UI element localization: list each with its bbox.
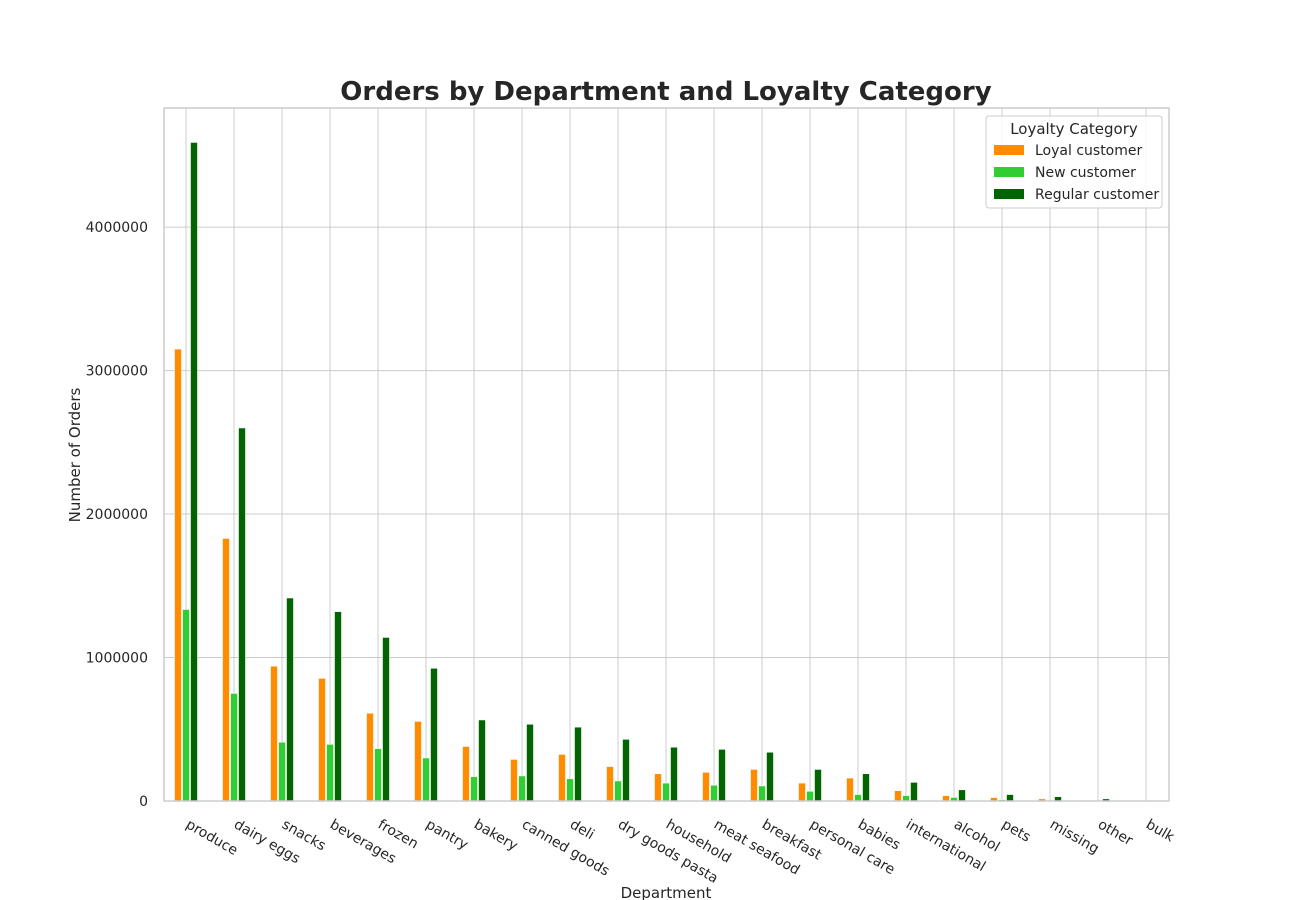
bar-regular-customer — [862, 773, 870, 802]
ticks-layer: 01000000200000030000004000000producedair… — [86, 220, 1178, 887]
x-tick-label: missing — [1047, 817, 1102, 858]
bar-new-customer — [518, 775, 526, 802]
bar-regular-customer — [286, 597, 294, 802]
bar-new-customer — [374, 748, 382, 802]
y-tick-label: 0 — [139, 794, 148, 810]
bar-loyal-customer — [366, 712, 374, 802]
chart-title: Orders by Department and Loyalty Categor… — [340, 77, 991, 107]
bar-regular-customer — [814, 769, 822, 802]
bar-regular-customer — [766, 751, 774, 802]
bar-new-customer — [806, 790, 814, 802]
x-tick-label: other — [1095, 817, 1136, 850]
bar-new-customer — [566, 778, 574, 802]
bar-regular-customer — [430, 667, 438, 802]
bar-loyal-customer — [846, 777, 854, 802]
bar-new-customer — [902, 795, 910, 802]
plot-frame — [163, 107, 1170, 802]
legend-label: New customer — [1035, 165, 1136, 181]
bar-loyal-customer — [750, 769, 758, 802]
bar-regular-customer — [670, 746, 678, 802]
x-tick-label: canned goods — [519, 817, 612, 880]
bar-new-customer — [662, 782, 670, 802]
y-tick-label: 3000000 — [86, 364, 148, 380]
bar-regular-customer — [526, 723, 534, 802]
legend-title: Loyalty Category — [1010, 120, 1138, 138]
legend-swatch — [994, 167, 1024, 177]
x-tick-label: bulk — [1143, 817, 1178, 846]
y-axis-label: Number of Orders — [66, 387, 84, 522]
bar-new-customer — [422, 757, 430, 802]
bar-new-customer — [182, 609, 190, 802]
bar-regular-customer — [1006, 794, 1014, 802]
bar-loyal-customer — [462, 746, 470, 802]
grid-layer — [164, 108, 1169, 802]
legend: Loyalty Category Loyal customer New custo… — [985, 115, 1163, 209]
bar-regular-customer — [238, 427, 246, 802]
x-axis-label: Department — [621, 884, 712, 900]
legend-swatch — [994, 145, 1024, 155]
bar-loyal-customer — [702, 772, 710, 802]
y-tick-label: 4000000 — [86, 220, 148, 236]
legend-swatch — [994, 189, 1024, 199]
x-tick-label: produce — [183, 817, 240, 859]
bar-regular-customer — [958, 789, 966, 802]
y-tick-label: 2000000 — [86, 507, 148, 523]
legend-label: Loyal customer — [1035, 143, 1142, 159]
bar-loyal-customer — [222, 538, 230, 802]
bar-loyal-customer — [942, 795, 950, 802]
bar-new-customer — [230, 693, 238, 802]
bar-new-customer — [854, 794, 862, 802]
bar-regular-customer — [382, 637, 390, 802]
bar-new-customer — [758, 785, 766, 802]
bar-loyal-customer — [174, 348, 182, 802]
legend-box — [985, 115, 1163, 209]
x-tick-label: bakery — [471, 817, 520, 855]
bar-loyal-customer — [654, 773, 662, 802]
x-tick-label: pantry — [423, 817, 471, 854]
bars-layer — [174, 142, 1158, 802]
bar-new-customer — [470, 776, 478, 802]
bar-regular-customer — [910, 782, 918, 802]
bar-new-customer — [710, 784, 718, 802]
bar-regular-customer — [718, 749, 726, 802]
bar-regular-customer — [334, 611, 342, 802]
bar-regular-customer — [478, 719, 486, 802]
bar-loyal-customer — [558, 754, 566, 802]
bar-loyal-customer — [606, 766, 614, 802]
bar-loyal-customer — [414, 721, 422, 802]
bar-new-customer — [278, 741, 286, 802]
bar-new-customer — [326, 744, 334, 802]
bar-loyal-customer — [798, 782, 806, 802]
bar-regular-customer — [622, 739, 630, 802]
x-tick-label: deli — [567, 817, 597, 843]
legend-label: Regular customer — [1035, 187, 1159, 203]
axes-layer — [163, 107, 1170, 802]
y-tick-label: 1000000 — [86, 651, 148, 667]
bar-loyal-customer — [318, 678, 326, 802]
bar-new-customer — [614, 780, 622, 802]
bar-loyal-customer — [270, 665, 278, 802]
bar-loyal-customer — [510, 759, 518, 802]
bar-regular-customer — [574, 726, 582, 802]
x-tick-label: pets — [999, 817, 1033, 846]
bar-regular-customer — [190, 142, 198, 802]
bar-loyal-customer — [894, 790, 902, 802]
